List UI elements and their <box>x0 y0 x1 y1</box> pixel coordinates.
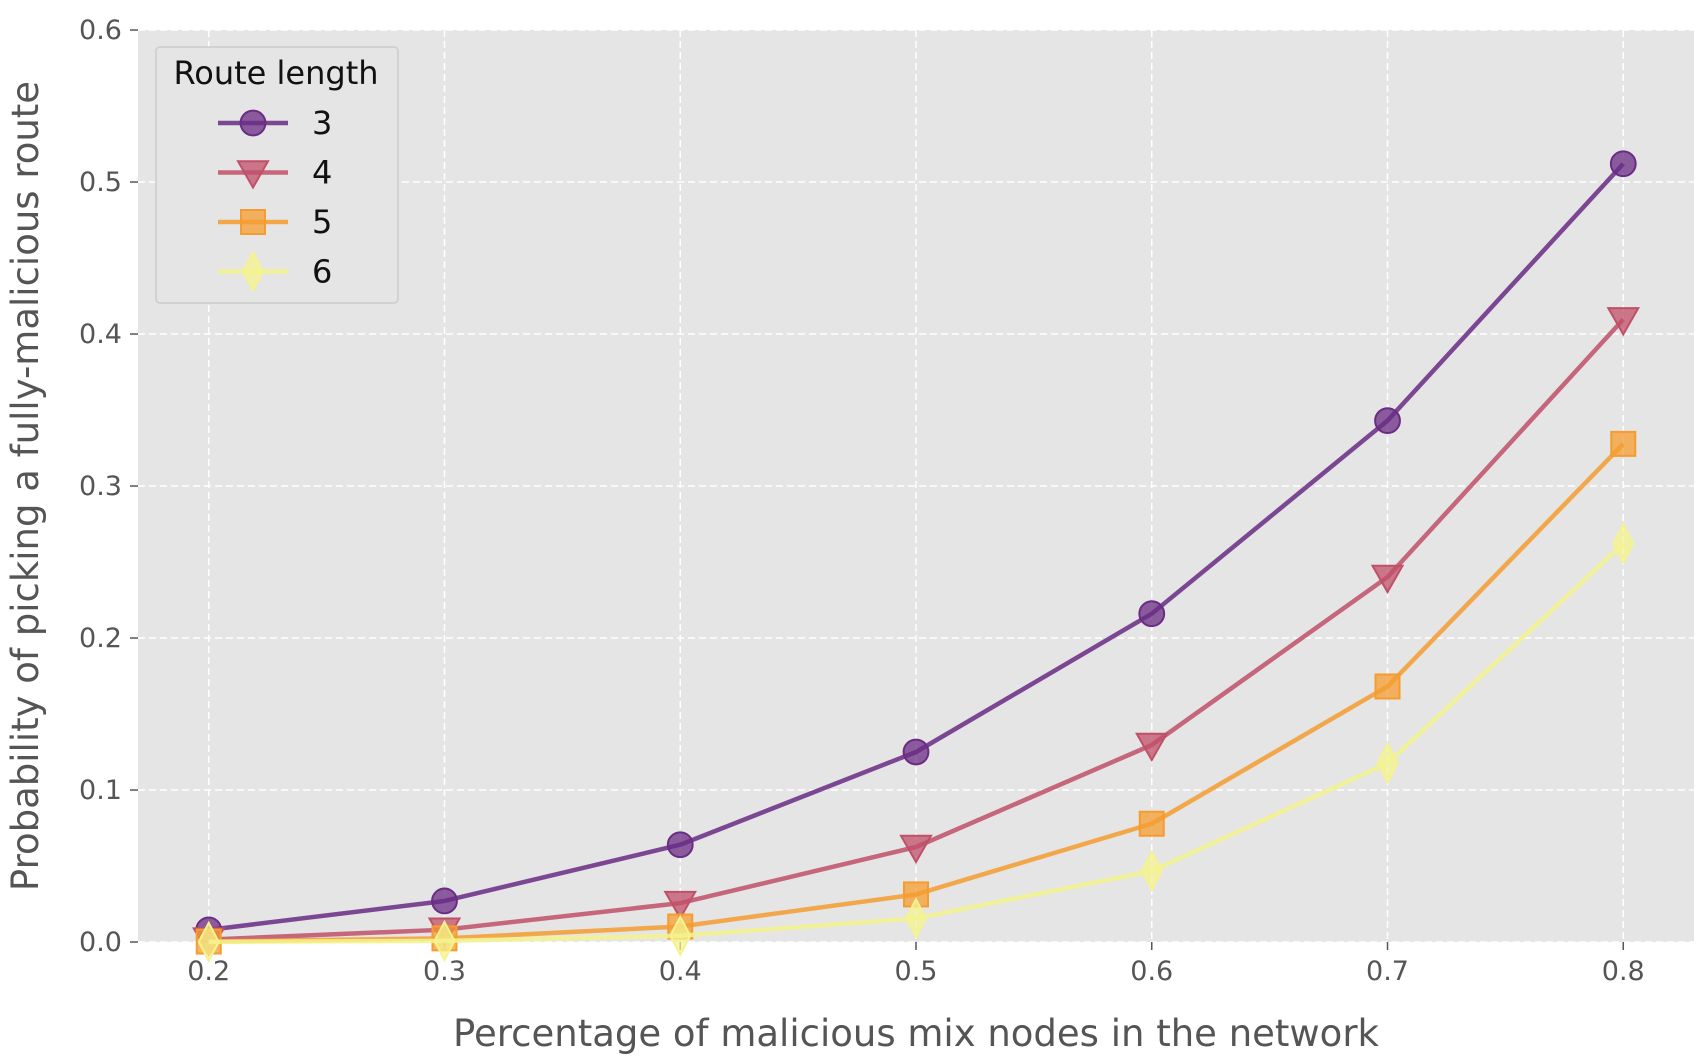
y-tick-label: 0.6 <box>79 15 122 46</box>
data-point <box>902 738 930 766</box>
x-tick-label: 0.6 <box>1130 956 1173 987</box>
data-point <box>431 887 458 915</box>
data-point <box>904 897 928 940</box>
legend-label: 5 <box>312 203 332 241</box>
legend-marker <box>239 109 267 137</box>
y-axis-label: Probability of picking a fully-malicious… <box>4 81 47 891</box>
data-point <box>669 914 692 957</box>
legend-title: Route length <box>173 54 378 92</box>
legend-item-5: 5 <box>218 203 332 241</box>
data-point <box>1138 810 1165 837</box>
legend-box <box>155 46 399 304</box>
data-point <box>1370 564 1405 595</box>
data-point <box>1138 600 1166 628</box>
data-point <box>1610 430 1637 457</box>
legend-item-4: 4 <box>218 154 332 192</box>
x-tick-label: 0.7 <box>1366 956 1409 987</box>
series-6 <box>197 522 1635 963</box>
y-tick-label: 0.1 <box>79 775 122 806</box>
axes: 0.2 0.3 0.4 0.5 0.6 0.7 0.80.00.10.20.30.40.50… <box>79 15 1645 987</box>
data-point <box>1140 849 1163 893</box>
data-point <box>197 920 220 963</box>
legend: Route length 3 4 5 6 <box>155 46 399 304</box>
y-tick-label: 0.0 <box>79 927 122 958</box>
y-tick-label: 0.5 <box>79 167 122 198</box>
legend-label: 6 <box>312 253 332 291</box>
x-tick-label: 0.8 <box>1602 956 1645 987</box>
x-axis-label: Percentage of malicious mix nodes in the… <box>453 1012 1380 1055</box>
legend-marker <box>236 160 270 190</box>
data-point <box>663 890 697 921</box>
data-point <box>1609 150 1637 178</box>
y-tick-label: 0.3 <box>79 471 122 502</box>
legend-items: 3 4 5 6 <box>218 104 332 293</box>
x-tick-label: 0.4 <box>659 956 702 987</box>
data-point <box>899 834 933 865</box>
legend-marker <box>241 250 265 293</box>
data-point <box>1374 407 1401 435</box>
y-tick-label: 0.4 <box>79 319 122 350</box>
legend-item-6: 6 <box>218 250 332 293</box>
series-group <box>192 150 1640 963</box>
data-point <box>666 831 694 859</box>
legend-label: 3 <box>312 104 332 142</box>
data-point <box>1612 522 1635 565</box>
legend-item-3: 3 <box>218 104 332 142</box>
data-point <box>1376 742 1399 785</box>
data-point <box>1606 307 1640 337</box>
x-tick-label: 0.5 <box>895 956 938 987</box>
legend-label: 4 <box>312 154 332 192</box>
data-point <box>433 919 456 963</box>
data-point <box>1135 732 1169 763</box>
y-tick-label: 0.2 <box>79 623 122 654</box>
legend-marker <box>240 209 266 235</box>
data-point <box>1374 673 1401 700</box>
